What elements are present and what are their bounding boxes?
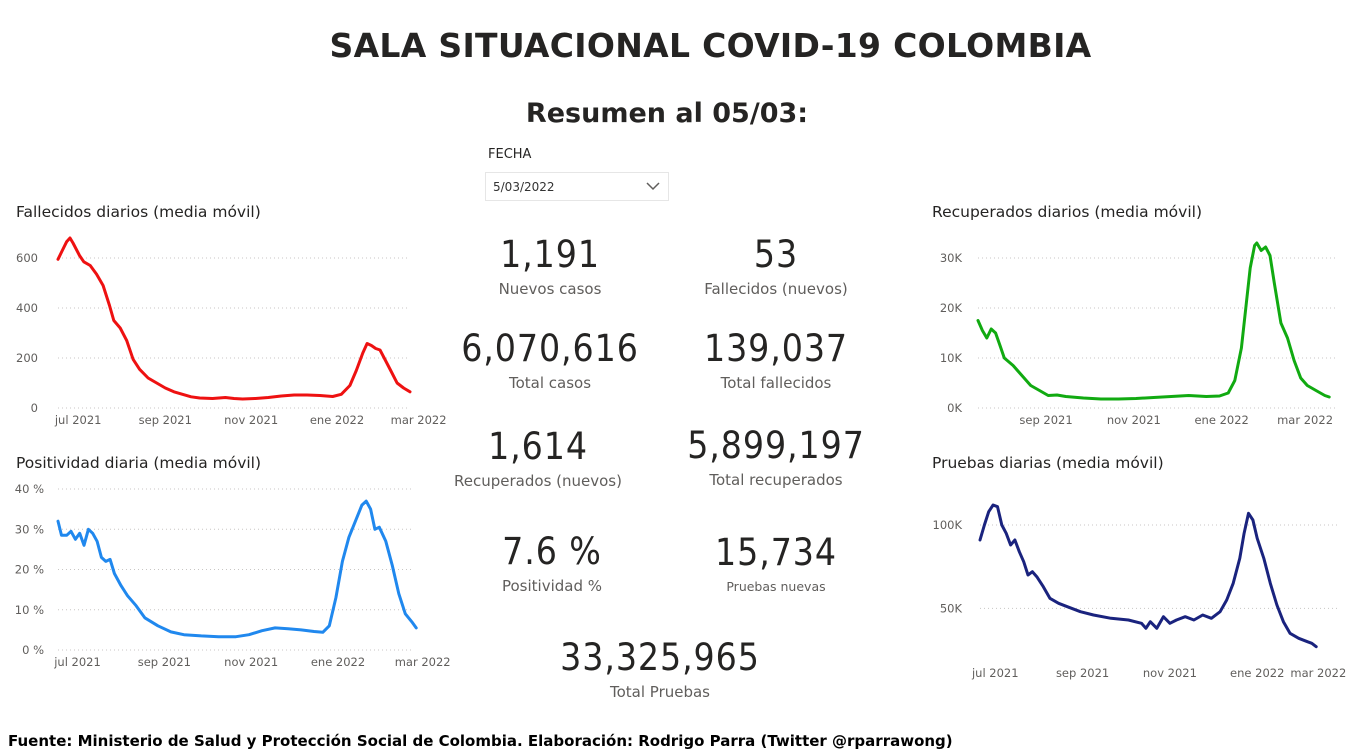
y-tick-label: 20 % <box>15 563 44 577</box>
kpi-total-casos: 6,070,616 Total casos <box>430 327 670 392</box>
kpi-label: Total casos <box>508 374 592 392</box>
x-tick-label: nov 2021 <box>1143 666 1197 680</box>
y-tick-label: 20K <box>940 301 963 315</box>
x-tick-label: jul 2021 <box>53 655 101 669</box>
kpi-value: 1,614 <box>488 425 588 468</box>
kpi-label: Recuperados (nuevos) <box>454 472 622 490</box>
x-tick-label: sep 2021 <box>1019 413 1072 427</box>
x-tick-label: mar 2022 <box>395 655 451 669</box>
positividad-chart-title: Positividad diaria (media móvil) <box>16 454 262 472</box>
kpi-positividad: 7.6 % Positividad % <box>442 530 662 595</box>
kpi-value: 15,734 <box>715 531 837 574</box>
positividad-line-chart: 0 % 10 % 20 % 30 % 40 % jul 2021 sep 2021 nov 2… <box>15 482 451 669</box>
kpi-value: 53 <box>753 233 799 276</box>
x-tick-label: sep 2021 <box>139 413 192 427</box>
x-tick-label: ene 2022 <box>310 413 364 427</box>
date-filter-label: FECHA <box>488 147 532 162</box>
kpi-value: 1,191 <box>500 233 600 276</box>
y-tick-label: 40 % <box>15 482 44 496</box>
x-tick-label: nov 2021 <box>1107 413 1161 427</box>
x-tick-label: mar 2022 <box>391 413 447 427</box>
kpi-label: Pruebas nuevas <box>726 579 826 594</box>
kpi-label: Total recuperados <box>709 471 843 489</box>
kpi-total-fallecidos: 139,037 Total fallecidos <box>656 327 896 392</box>
date-filter-value: 5/03/2022 <box>493 180 555 194</box>
x-tick-label: sep 2021 <box>138 655 191 669</box>
kpi-label: Total fallecidos <box>720 374 832 392</box>
kpi-value: 139,037 <box>703 327 848 370</box>
x-tick-label: sep 2021 <box>1056 666 1109 680</box>
kpi-value: 5,899,197 <box>687 424 865 467</box>
x-tick-label: nov 2021 <box>224 413 278 427</box>
y-tick-label: 30 % <box>15 522 44 536</box>
pruebas-chart-title: Pruebas diarias (media móvil) <box>932 454 1164 472</box>
y-tick-label: 0K <box>947 401 962 415</box>
x-tick-label: ene 2022 <box>1230 666 1284 680</box>
y-tick-label: 50K <box>940 601 963 615</box>
chevron-down-icon[interactable] <box>645 179 661 193</box>
kpi-label: Nuevos casos <box>498 280 602 298</box>
y-tick-label: 10K <box>940 351 963 365</box>
recuperados-series-line <box>976 241 1331 401</box>
kpi-label: Positividad % <box>501 577 603 595</box>
y-tick-label: 10 % <box>15 603 44 617</box>
kpi-value: 33,325,965 <box>560 636 760 679</box>
y-tick-label: 0 % <box>22 643 44 657</box>
fallecidos-series-line <box>56 236 412 401</box>
source-footer: Fuente: Ministerio de Salud y Protección… <box>8 732 953 750</box>
y-tick-label: 200 <box>16 351 38 365</box>
kpi-recuperados-nuevos: 1,614 Recuperados (nuevos) <box>428 425 648 490</box>
recuperados-chart-title: Recuperados diarios (media móvil) <box>932 203 1203 221</box>
dashboard-title: SALA SITUACIONAL COVID-19 COLOMBIA <box>329 26 1092 65</box>
pruebas-line-chart: 50K 100K jul 2021 sep 2021 nov 2021 ene 2022 m… <box>933 503 1346 680</box>
fallecidos-chart-title: Fallecidos diarios (media móvil) <box>16 203 261 221</box>
kpi-value: 6,070,616 <box>461 327 639 370</box>
x-tick-label: jul 2021 <box>971 666 1019 680</box>
x-tick-label: ene 2022 <box>311 655 365 669</box>
kpi-label: Fallecidos (nuevos) <box>704 280 848 298</box>
kpi-total-pruebas: 33,325,965 Total Pruebas <box>530 636 790 701</box>
x-tick-label: mar 2022 <box>1277 413 1333 427</box>
kpi-pruebas-nuevas: 15,734 Pruebas nuevas <box>666 531 886 596</box>
pruebas-series-line <box>978 503 1318 649</box>
y-tick-label: 600 <box>16 251 38 265</box>
y-tick-label: 100K <box>933 518 963 532</box>
positividad-series-line <box>56 499 418 639</box>
kpi-label: Total Pruebas <box>609 683 710 701</box>
x-tick-label: nov 2021 <box>224 655 278 669</box>
kpi-total-recuperados: 5,899,197 Total recuperados <box>646 424 906 489</box>
summary-heading: Resumen al 05/03: <box>525 98 809 129</box>
y-tick-label: 30K <box>940 251 963 265</box>
x-tick-label: mar 2022 <box>1290 666 1346 680</box>
y-tick-label: 400 <box>16 301 38 315</box>
date-filter-dropdown[interactable]: 5/03/2022 <box>485 172 669 201</box>
kpi-nuevos-casos: 1,191 Nuevos casos <box>440 233 660 298</box>
y-tick-label: 0 <box>31 401 38 415</box>
fallecidos-line-chart: 0 200 400 600 jul 2021 sep 2021 nov 2021 ene 20… <box>16 236 447 427</box>
x-tick-label: jul 2021 <box>54 413 102 427</box>
kpi-fallecidos-nuevos: 53 Fallecidos (nuevos) <box>666 233 886 298</box>
kpi-value: 7.6 % <box>502 530 602 573</box>
x-tick-label: ene 2022 <box>1194 413 1248 427</box>
recuperados-line-chart: 0K 10K 20K 30K sep 2021 nov 2021 ene 2022 mar 2… <box>940 241 1338 427</box>
